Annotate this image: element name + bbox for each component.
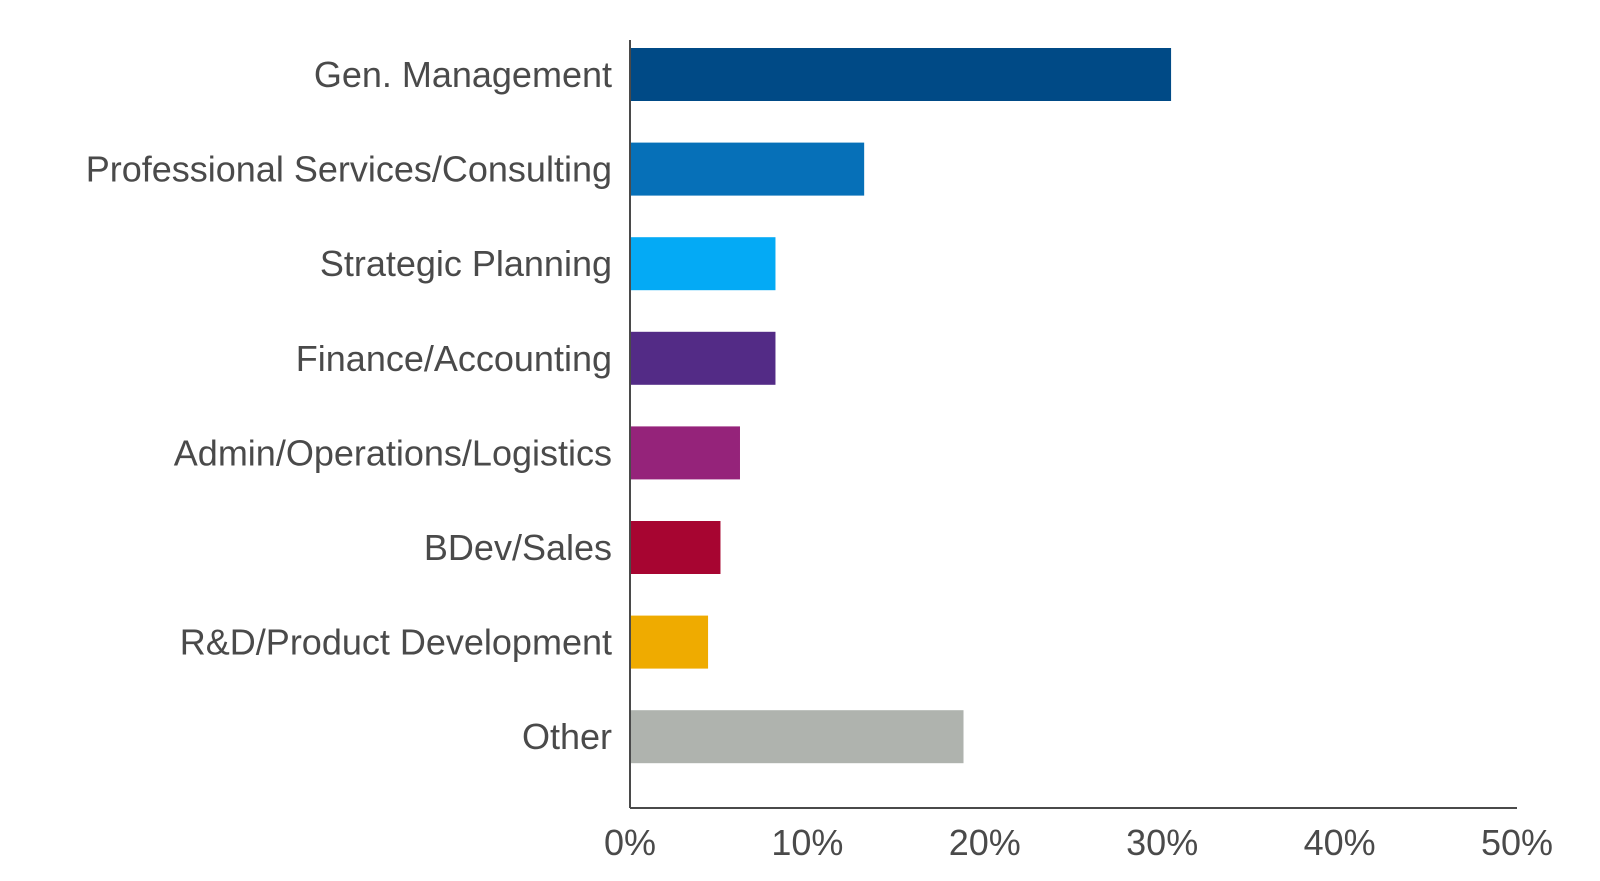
- category-label: Strategic Planning: [320, 243, 612, 284]
- category-label: Other: [522, 716, 612, 757]
- bar-4: [630, 426, 740, 480]
- bar-0: [630, 48, 1172, 101]
- bar-5: [630, 521, 721, 574]
- category-label: Professional Services/Consulting: [86, 149, 612, 190]
- category-label: Finance/Accounting: [296, 338, 612, 379]
- bar-7: [630, 710, 964, 764]
- x-tick-label: 30%: [1126, 822, 1198, 863]
- category-labels-group: Gen. Management Professional Services/Con…: [86, 54, 612, 757]
- x-tick-label: 50%: [1481, 822, 1553, 863]
- x-tick-label: 20%: [949, 822, 1021, 863]
- bar-1: [630, 142, 865, 196]
- bars-group: [630, 48, 1172, 764]
- bar-2: [630, 237, 776, 291]
- bar-6: [630, 615, 709, 669]
- category-label: BDev/Sales: [424, 527, 612, 568]
- x-tick-labels-group: 0% 10% 20% 30% 40% 50%: [604, 822, 1553, 863]
- category-label: R&D/Product Development: [180, 622, 612, 663]
- x-tick-label: 0%: [604, 822, 656, 863]
- x-tick-label: 40%: [1304, 822, 1376, 863]
- category-label: Gen. Management: [314, 54, 612, 95]
- bar-3: [630, 331, 776, 385]
- category-label: Admin/Operations/Logistics: [174, 432, 612, 473]
- x-tick-label: 10%: [771, 822, 843, 863]
